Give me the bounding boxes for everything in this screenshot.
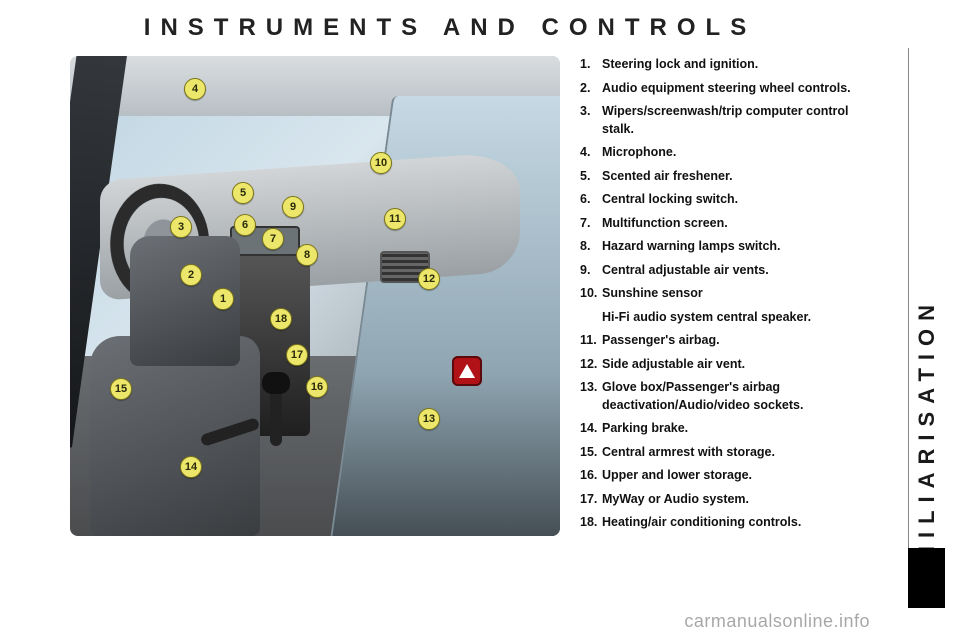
legend-item: 17.MyWay or Audio system. (580, 491, 880, 509)
watermark-text: carmanualsonline.info (684, 611, 870, 632)
legend-item: 9.Central adjustable air vents. (580, 262, 880, 280)
legend-item: 8.Hazard warning lamps switch. (580, 238, 880, 256)
legend-item-number: 5. (580, 168, 602, 186)
legend-item-number: 10. (580, 285, 602, 303)
callout-10: 10 (370, 152, 392, 174)
legend-item-text: Multifunction screen. (602, 215, 880, 233)
legend-item-number: 6. (580, 191, 602, 209)
legend-item: 16.Upper and lower storage. (580, 467, 880, 485)
hazard-button-icon (452, 356, 482, 386)
legend-item-number: 11. (580, 332, 602, 350)
legend-item: 5.Scented air freshener. (580, 168, 880, 186)
callout-6: 6 (234, 214, 256, 236)
legend-item-number: 12. (580, 356, 602, 374)
legend-item: 15.Central armrest with storage. (580, 444, 880, 462)
legend-item-number: 1. (580, 56, 602, 74)
legend-item-text: Glove box/Passenger's airbag deactivatio… (602, 379, 880, 414)
legend-item-number: 9. (580, 262, 602, 280)
callout-17: 17 (286, 344, 308, 366)
legend-item-text: MyWay or Audio system. (602, 491, 880, 509)
callout-14: 14 (180, 456, 202, 478)
callout-3: 3 (170, 216, 192, 238)
legend-item: 18.Heating/air conditioning controls. (580, 514, 880, 532)
section-sidebar: FAMILIARISATION (908, 48, 944, 608)
legend-item: 13.Glove box/Passenger's airbag deactiva… (580, 379, 880, 414)
legend-item: 10.Sunshine sensor (580, 285, 880, 303)
legend-item-text: Scented air freshener. (602, 168, 880, 186)
callout-5: 5 (232, 182, 254, 204)
legend-item: 1.Steering lock and ignition. (580, 56, 880, 74)
callout-9: 9 (282, 196, 304, 218)
legend-item-number: 18. (580, 514, 602, 532)
legend-item-number: 15. (580, 444, 602, 462)
legend-item-text: Central locking switch. (602, 191, 880, 209)
callout-18: 18 (270, 308, 292, 330)
legend-item-text: Microphone. (602, 144, 880, 162)
legend-item: Hi-Fi audio system central speaker. (580, 309, 880, 327)
callout-1: 1 (212, 288, 234, 310)
legend-item: 2.Audio equipment steering wheel control… (580, 80, 880, 98)
legend-item: 4.Microphone. (580, 144, 880, 162)
legend-item-number: 2. (580, 80, 602, 98)
legend-item-text: Sunshine sensor (602, 285, 880, 303)
callout-2: 2 (180, 264, 202, 286)
legend-item-number: 16. (580, 467, 602, 485)
callout-13: 13 (418, 408, 440, 430)
gear-lever-shape (270, 386, 282, 446)
legend-item: 12.Side adjustable air vent. (580, 356, 880, 374)
legend-item-text: Steering lock and ignition. (602, 56, 880, 74)
legend-item-number: 7. (580, 215, 602, 233)
callout-11: 11 (384, 208, 406, 230)
callout-7: 7 (262, 228, 284, 250)
page-title: INSTRUMENTS AND CONTROLS (0, 14, 900, 42)
legend-item-number: 13. (580, 379, 602, 414)
legend-list: 1.Steering lock and ignition.2.Audio equ… (580, 56, 880, 538)
legend-item-text: Audio equipment steering wheel controls. (602, 80, 880, 98)
legend-item-text: Passenger's airbag. (602, 332, 880, 350)
legend-item-text: Parking brake. (602, 420, 880, 438)
legend-item-number: 14. (580, 420, 602, 438)
legend-item-text: Hi-Fi audio system central speaker. (602, 309, 880, 327)
legend-item: 3.Wipers/screenwash/trip computer contro… (580, 103, 880, 138)
legend-item-text: Heating/air conditioning controls. (602, 514, 880, 532)
legend-item-text: Side adjustable air vent. (602, 356, 880, 374)
legend-item-number: 8. (580, 238, 602, 256)
callout-4: 4 (184, 78, 206, 100)
legend-item-text: Upper and lower storage. (602, 467, 880, 485)
legend-item-text: Central adjustable air vents. (602, 262, 880, 280)
legend-item: 7.Multifunction screen. (580, 215, 880, 233)
legend-item-text: Hazard warning lamps switch. (602, 238, 880, 256)
legend-item-number: 4. (580, 144, 602, 162)
legend-item: 11.Passenger's airbag. (580, 332, 880, 350)
legend-item: 14.Parking brake. (580, 420, 880, 438)
legend-item: 6.Central locking switch. (580, 191, 880, 209)
legend-item-number: 3. (580, 103, 602, 138)
callout-8: 8 (296, 244, 318, 266)
legend-item-number: 17. (580, 491, 602, 509)
interior-illustration: 123456789101112131415161718 (70, 56, 560, 536)
legend-item-text: Central armrest with storage. (602, 444, 880, 462)
legend-item-text: Wipers/screenwash/trip computer control … (602, 103, 880, 138)
callout-16: 16 (306, 376, 328, 398)
sidebar-tab (908, 548, 945, 608)
callout-12: 12 (418, 268, 440, 290)
callout-15: 15 (110, 378, 132, 400)
manual-page: INSTRUMENTS AND CONTROLS 123456789101112… (0, 0, 960, 640)
